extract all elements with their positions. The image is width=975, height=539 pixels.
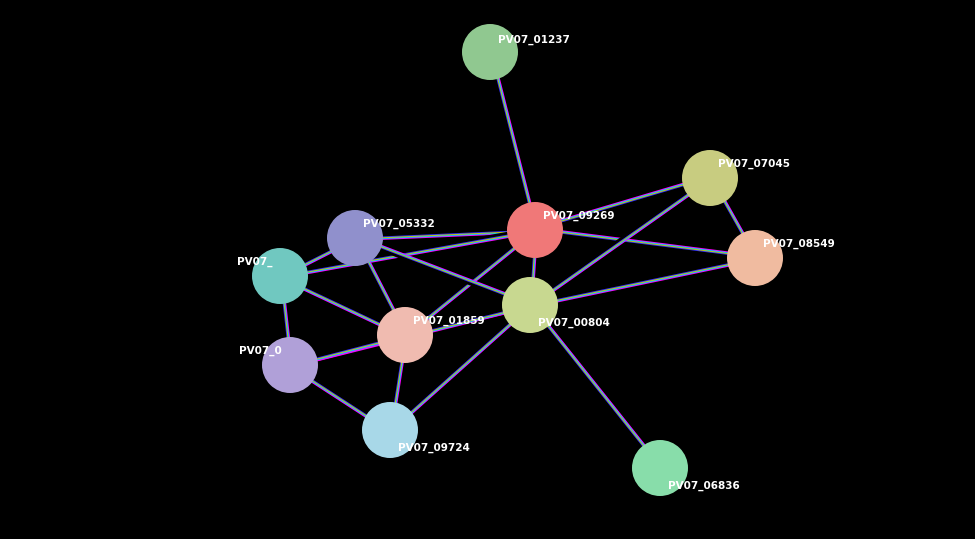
Text: PV07_05332: PV07_05332 xyxy=(363,219,435,229)
Text: PV07_01237: PV07_01237 xyxy=(498,35,569,45)
Text: PV07_00804: PV07_00804 xyxy=(538,318,610,328)
Circle shape xyxy=(632,440,688,496)
Circle shape xyxy=(462,24,518,80)
Circle shape xyxy=(682,150,738,206)
Circle shape xyxy=(507,202,563,258)
Text: PV07_09269: PV07_09269 xyxy=(543,211,614,221)
Text: PV07_06836: PV07_06836 xyxy=(668,481,740,491)
Text: PV07_: PV07_ xyxy=(237,257,272,267)
Circle shape xyxy=(727,230,783,286)
Text: PV07_08549: PV07_08549 xyxy=(763,239,835,249)
Circle shape xyxy=(502,277,558,333)
Text: PV07_07045: PV07_07045 xyxy=(718,159,790,169)
Circle shape xyxy=(362,402,418,458)
Circle shape xyxy=(327,210,383,266)
Text: PV07_01859: PV07_01859 xyxy=(413,316,485,326)
Circle shape xyxy=(252,248,308,304)
Text: PV07_0: PV07_0 xyxy=(239,346,282,356)
Circle shape xyxy=(377,307,433,363)
Circle shape xyxy=(262,337,318,393)
Text: PV07_09724: PV07_09724 xyxy=(398,443,470,453)
